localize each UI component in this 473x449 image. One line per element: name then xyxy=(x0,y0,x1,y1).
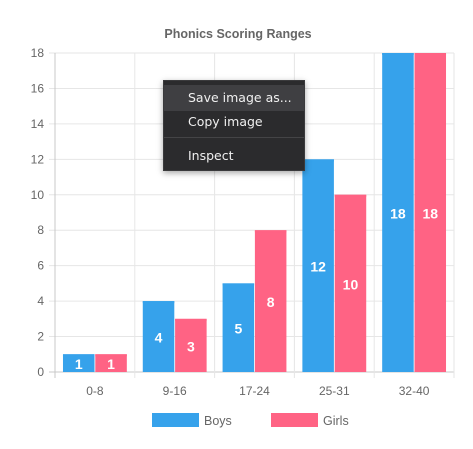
data-label: 10 xyxy=(343,276,359,292)
bar-boys[interactable] xyxy=(62,354,95,372)
menu-item-save-image[interactable]: Save image as... xyxy=(164,85,304,111)
bar-boys[interactable] xyxy=(222,283,255,372)
y-tick-label: 12 xyxy=(31,152,45,166)
data-label: 3 xyxy=(187,338,195,354)
x-tick-label: 0-8 xyxy=(86,384,104,398)
legend-label-boys[interactable]: Boys xyxy=(204,414,232,428)
y-tick-label: 4 xyxy=(37,294,44,308)
data-label: 18 xyxy=(390,206,406,222)
legend-swatch-girls[interactable] xyxy=(271,413,318,427)
x-tick-label: 9-16 xyxy=(163,384,187,398)
y-tick-label: 2 xyxy=(37,330,44,344)
context-menu: Save image as... Copy image Inspect xyxy=(163,80,305,171)
x-axis: 0-8 9-16 17-24 25-31 32-40 xyxy=(86,384,430,398)
legend[interactable]: Boys Girls xyxy=(152,413,349,428)
chart-title: Phonics Scoring Ranges xyxy=(164,27,311,41)
bar-boys[interactable] xyxy=(142,301,175,372)
bar-girls[interactable] xyxy=(175,318,207,372)
x-tick-label: 32-40 xyxy=(399,384,430,398)
y-tick-label: 14 xyxy=(31,117,45,131)
x-tick-label: 25-31 xyxy=(319,384,350,398)
data-label: 12 xyxy=(310,259,326,275)
bar-girls[interactable] xyxy=(254,230,287,372)
menu-item-copy-image[interactable]: Copy image xyxy=(188,114,263,129)
y-axis: 0 2 4 6 8 10 12 14 16 18 xyxy=(31,46,45,379)
y-tick-label: 16 xyxy=(31,81,45,95)
bar-girls[interactable] xyxy=(414,53,447,372)
menu-separator xyxy=(164,137,304,138)
bar-girls[interactable] xyxy=(334,194,367,372)
grid-lines xyxy=(49,52,455,378)
data-label: 1 xyxy=(75,356,83,372)
y-tick-label: 18 xyxy=(31,46,45,60)
data-label: 1 xyxy=(107,356,115,372)
legend-swatch-boys[interactable] xyxy=(152,413,199,427)
y-tick-label: 8 xyxy=(37,223,44,237)
y-tick-label: 0 xyxy=(37,365,44,379)
data-label: 5 xyxy=(234,321,242,337)
data-label: 8 xyxy=(267,294,275,310)
bar-boys[interactable] xyxy=(302,159,334,372)
data-label: 4 xyxy=(155,330,163,346)
data-label: 18 xyxy=(422,206,438,222)
legend-label-girls[interactable]: Girls xyxy=(323,414,349,428)
y-tick-label: 6 xyxy=(37,259,44,273)
x-tick-label: 17-24 xyxy=(239,384,270,398)
y-tick-label: 10 xyxy=(31,188,45,202)
bar-girls[interactable] xyxy=(95,354,127,372)
bar-boys[interactable] xyxy=(382,53,414,372)
menu-item-inspect[interactable]: Inspect xyxy=(188,148,234,163)
